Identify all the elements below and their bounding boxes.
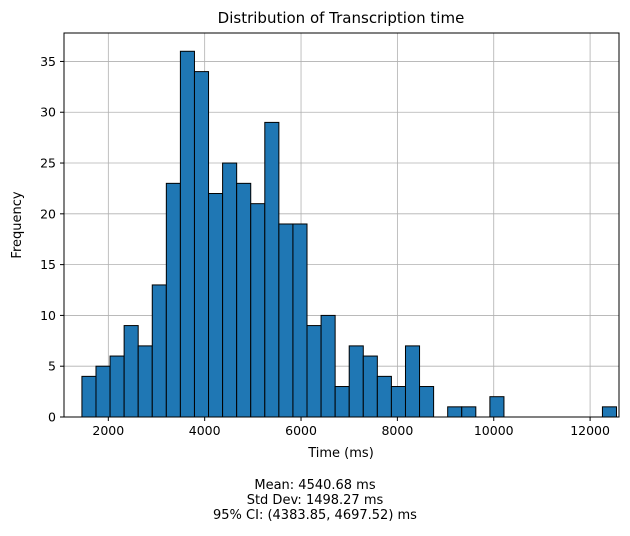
- histogram-bar: [362, 355, 378, 418]
- y-tick-label: 10: [40, 308, 56, 323]
- histogram-bar: [208, 193, 224, 418]
- histogram-bar: [165, 182, 181, 418]
- x-axis-label: Time (ms): [307, 446, 374, 460]
- plot-frame: [63, 32, 620, 418]
- histogram-bar: [390, 386, 406, 418]
- histogram-bar: [236, 182, 252, 418]
- histogram-bar: [292, 223, 308, 418]
- y-tick-label: 5: [48, 359, 56, 374]
- histogram-bar: [278, 223, 294, 418]
- histogram-bar: [81, 375, 97, 418]
- x-tick-label: 2000: [92, 423, 124, 438]
- histogram-bar: [250, 203, 266, 418]
- histogram-bar: [348, 345, 364, 418]
- histogram-bar: [137, 345, 153, 418]
- histogram-bar: [447, 406, 463, 418]
- histogram-bar: [222, 162, 238, 418]
- stats-confidence-interval: 95% CI: (4383.85, 4697.52) ms: [213, 508, 417, 523]
- histogram-bar: [404, 345, 421, 418]
- x-tick-label: 8000: [381, 423, 413, 438]
- histogram-chart: 2000 4000 6000 8000 10000 12000 0 5 10 15 20 25 30 3…: [10, 9, 620, 460]
- histogram-bar: [264, 121, 280, 418]
- y-tick-label: 15: [40, 257, 56, 272]
- x-tick-label: 12000: [570, 423, 610, 438]
- histogram-bar: [151, 284, 167, 418]
- stats-std-dev: Std Dev: 1498.27 ms: [246, 493, 384, 508]
- chart-title: Distribution of Transcription time: [218, 9, 465, 27]
- histogram-bar: [419, 386, 435, 418]
- histogram-bar: [123, 325, 139, 418]
- y-axis-label: Frequency: [10, 191, 25, 258]
- histogram-bar: [601, 406, 617, 418]
- histogram-bar: [334, 386, 350, 418]
- histogram-bar: [179, 50, 195, 418]
- x-axis-ticks: 2000 4000 6000 8000 10000 12000: [92, 417, 610, 438]
- x-tick-label: 10000: [474, 423, 514, 438]
- x-tick-label: 6000: [285, 423, 317, 438]
- histogram-bar: [461, 406, 477, 418]
- y-tick-label: 0: [48, 410, 56, 425]
- y-tick-label: 35: [40, 54, 56, 69]
- histogram-bar: [193, 71, 210, 418]
- histogram-bar: [376, 375, 392, 418]
- histogram-bar: [489, 396, 505, 418]
- y-tick-label: 25: [40, 156, 56, 171]
- histogram-bar: [95, 365, 111, 418]
- histogram-bar: [306, 325, 322, 418]
- y-tick-label: 20: [40, 206, 56, 221]
- x-tick-label: 4000: [189, 423, 221, 438]
- y-tick-label: 30: [40, 105, 56, 120]
- histogram-bar: [109, 355, 125, 418]
- histogram-bar: [320, 314, 336, 418]
- stats-mean: Mean: 4540.68 ms: [254, 478, 376, 493]
- y-axis-ticks: 0 5 10 15 20 25 30 35: [40, 54, 64, 425]
